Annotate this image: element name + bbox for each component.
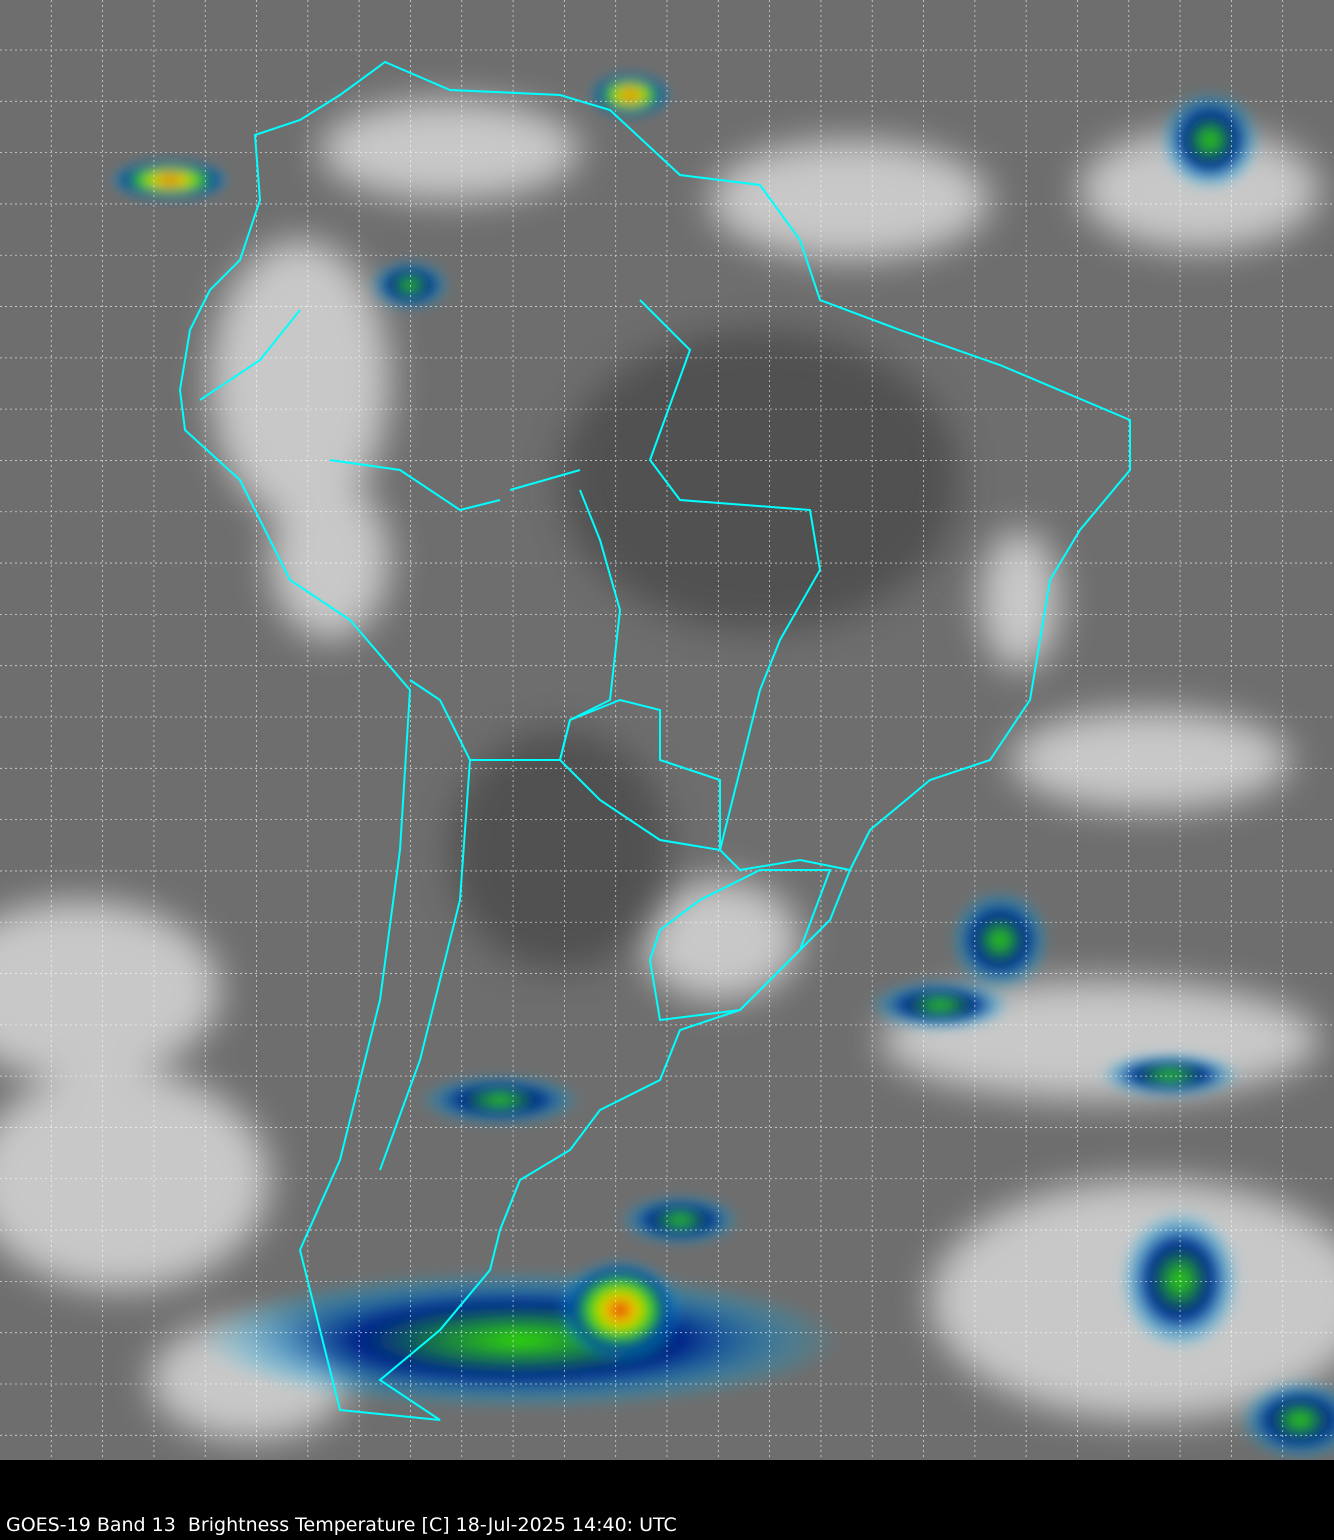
paraguay-border [558, 698, 721, 852]
cold-cloud-tops [110, 73, 1334, 1460]
cloud-layer [0, 100, 1334, 1440]
country-borders [178, 60, 1131, 1421]
image-caption: GOES-19 Band 13 Brightness Temperature [… [6, 1514, 677, 1536]
dark-land-layer [450, 330, 960, 970]
lat-lon-grid [0, 0, 1334, 1460]
andean-borders [199, 309, 520, 1171]
satellite-image [0, 0, 1334, 1460]
uruguay-border [648, 869, 832, 1022]
